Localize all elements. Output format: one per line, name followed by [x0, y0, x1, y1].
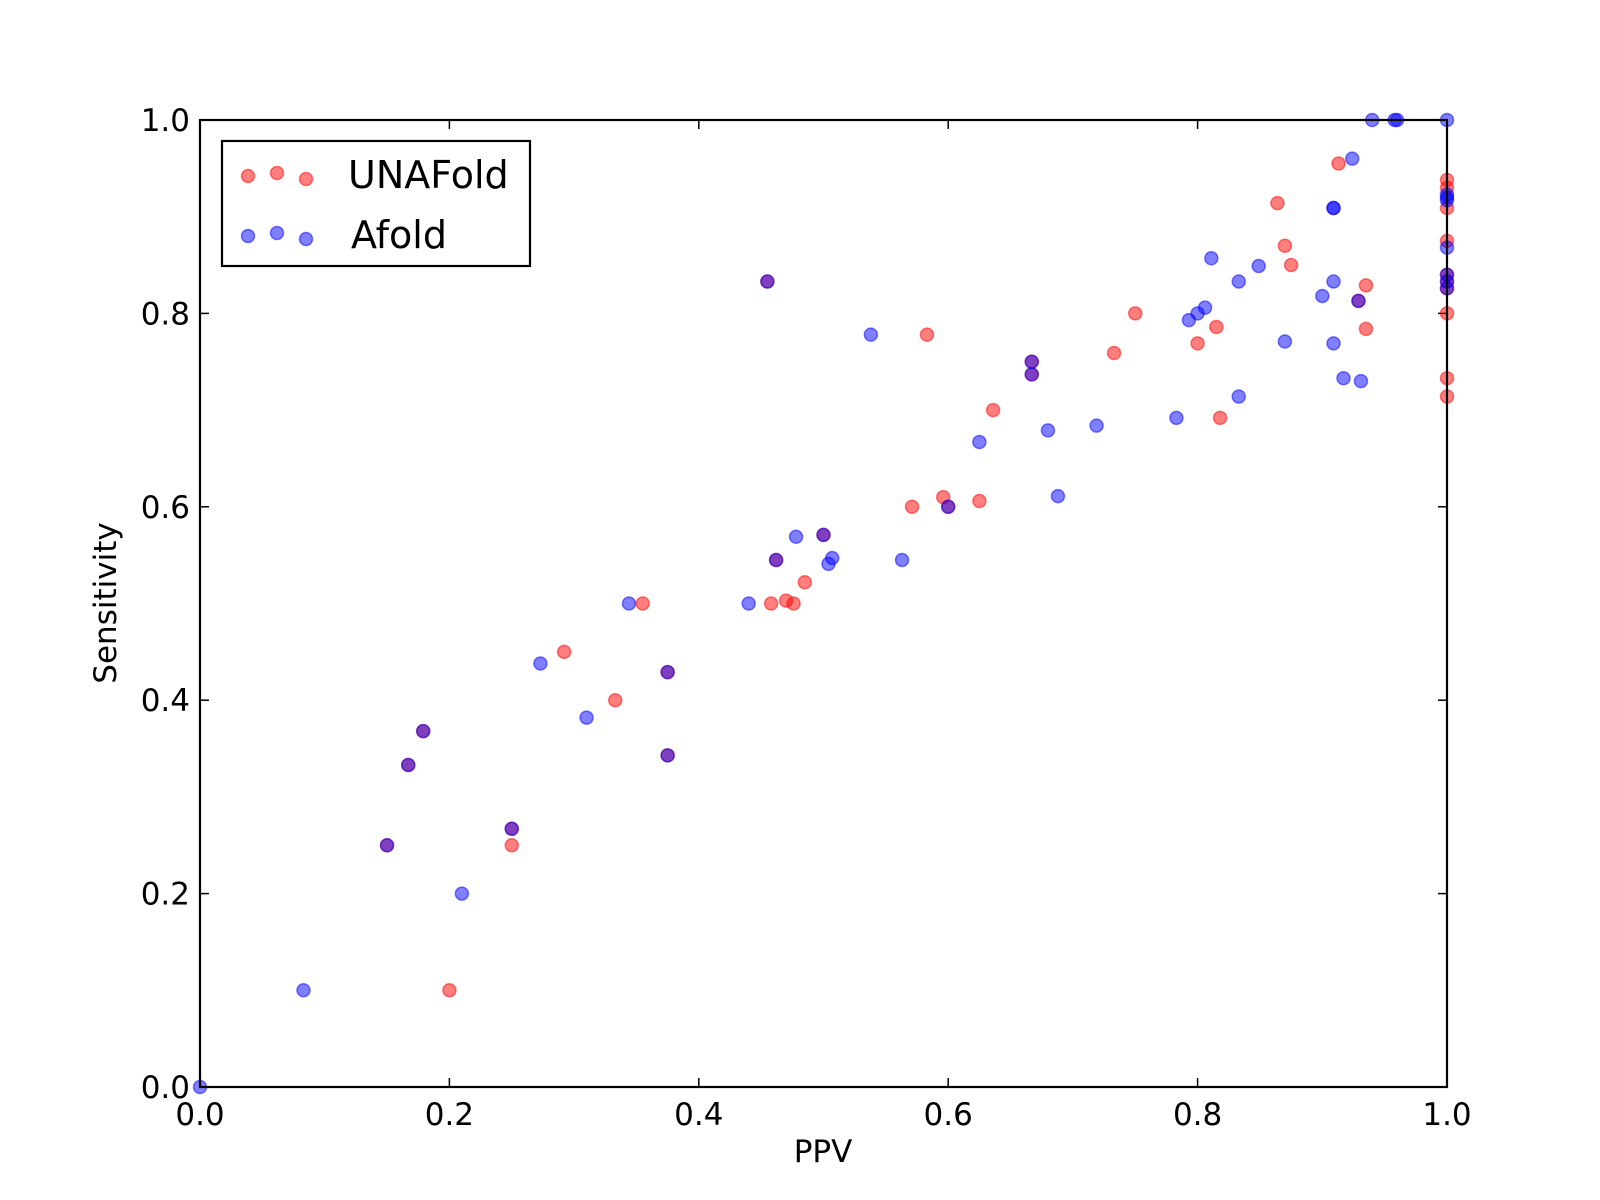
- data-point-unafold: [985, 402, 1001, 418]
- data-point-afold: [972, 434, 987, 450]
- data-point-afold: [1353, 373, 1369, 389]
- data-point-unafold: [556, 644, 572, 660]
- data-point-unafold: [972, 493, 987, 509]
- data-point-afold: [1024, 367, 1039, 382]
- data-point-unafold: [763, 596, 779, 611]
- data-point-unafold: [1106, 345, 1122, 361]
- data-point-unafold: [919, 327, 935, 342]
- data-point-afold: [741, 596, 756, 611]
- data-point-unafold: [1212, 410, 1228, 426]
- data-point-afold: [1326, 274, 1341, 289]
- legend-box: [220, 139, 532, 268]
- legend-label-unafold: UNAFold: [348, 153, 509, 197]
- legend-dot-unafold: [298, 171, 314, 187]
- data-point-afold: [1277, 334, 1293, 349]
- data-point-afold: [1040, 423, 1056, 438]
- data-point-unafold: [904, 499, 920, 515]
- data-point-afold: [768, 552, 784, 568]
- tick-labels: 0.0 0.2 0.4 0.6 0.8 1.0 0.0 0.2 0.4 0.6 0.8 1.0: [141, 103, 1472, 1133]
- data-point-afold: [863, 327, 879, 342]
- data-point-afold: [579, 710, 594, 725]
- data-points: [192, 112, 1455, 1095]
- data-point-afold: [504, 821, 519, 837]
- legend-label-afold: Afold: [351, 213, 447, 257]
- x-tick-label: 0.8: [1173, 1097, 1222, 1133]
- data-point-afold: [788, 529, 804, 545]
- data-point-unafold: [1209, 319, 1224, 335]
- y-tick-label: 0.4: [141, 683, 190, 719]
- data-point-afold: [940, 499, 956, 515]
- data-point-afold: [824, 550, 840, 566]
- data-point-afold: [415, 723, 431, 739]
- data-point-afold: [1231, 274, 1247, 289]
- x-tick-label: 0.6: [924, 1097, 973, 1133]
- y-axis-label: Sensitivity: [88, 522, 124, 683]
- data-point-unafold: [1358, 278, 1374, 293]
- legend-dot-afold: [269, 225, 285, 241]
- data-point-afold: [379, 838, 395, 853]
- data-point-afold: [660, 664, 675, 680]
- data-point-afold: [1326, 336, 1341, 351]
- plot-frame: [198, 118, 1449, 1089]
- data-point-unafold: [1277, 238, 1293, 253]
- data-point-afold: [1169, 410, 1184, 426]
- data-point-afold: [1351, 293, 1366, 309]
- x-axis-label: PPV: [794, 1134, 853, 1170]
- data-point-unafold: [442, 983, 457, 998]
- legend: UNAFold Afold: [220, 139, 532, 268]
- data-point-unafold: [504, 838, 519, 853]
- data-point-afold: [1089, 418, 1104, 433]
- legend-dot-unafold: [240, 168, 256, 184]
- data-point-afold: [1050, 488, 1066, 504]
- x-tick-label: 0.4: [674, 1097, 723, 1133]
- data-point-afold: [454, 886, 470, 901]
- legend-marker-afold: [240, 225, 314, 247]
- y-tick-label: 1.0: [141, 103, 190, 139]
- data-point-afold: [1204, 251, 1219, 266]
- data-point-afold: [1326, 200, 1341, 216]
- y-tick-label: 0.0: [141, 1070, 190, 1106]
- data-point-afold: [400, 757, 416, 773]
- data-point-afold: [1231, 389, 1247, 404]
- y-tick-label: 0.6: [141, 490, 190, 526]
- data-point-afold: [1344, 151, 1360, 166]
- data-point-unafold: [797, 574, 813, 590]
- x-tick-label: 0.0: [175, 1097, 224, 1133]
- data-point-afold: [1336, 370, 1351, 386]
- x-tick-label: 0.2: [425, 1097, 474, 1133]
- legend-dot-afold: [240, 228, 256, 244]
- data-point-afold: [760, 274, 775, 289]
- data-point-afold: [533, 656, 548, 671]
- data-point-afold: [1315, 288, 1330, 304]
- y-tick-label: 0.2: [141, 877, 190, 913]
- data-point-afold: [296, 983, 311, 998]
- data-point-unafold: [635, 596, 650, 611]
- legend-dot-unafold: [269, 165, 285, 181]
- data-point-unafold: [1128, 306, 1143, 321]
- data-point-afold: [816, 527, 831, 543]
- data-point-afold: [894, 552, 910, 568]
- data-point-unafold: [1283, 257, 1299, 273]
- data-point-unafold: [1190, 336, 1205, 351]
- data-point-unafold: [1331, 156, 1346, 171]
- data-point-afold: [660, 748, 675, 763]
- data-point-unafold: [1358, 321, 1374, 337]
- data-point-afold: [1251, 258, 1266, 274]
- legend-marker-unafold: [240, 165, 314, 187]
- data-point-unafold: [786, 596, 801, 611]
- y-tick-label: 0.8: [141, 296, 190, 332]
- legend-dot-afold: [298, 231, 314, 247]
- data-point-unafold: [608, 692, 623, 708]
- data-point-unafold: [1270, 195, 1285, 211]
- data-point-afold: [1197, 300, 1213, 315]
- x-tick-label: 1.0: [1422, 1097, 1471, 1133]
- data-point-afold: [1024, 354, 1039, 369]
- data-point-afold: [621, 596, 637, 611]
